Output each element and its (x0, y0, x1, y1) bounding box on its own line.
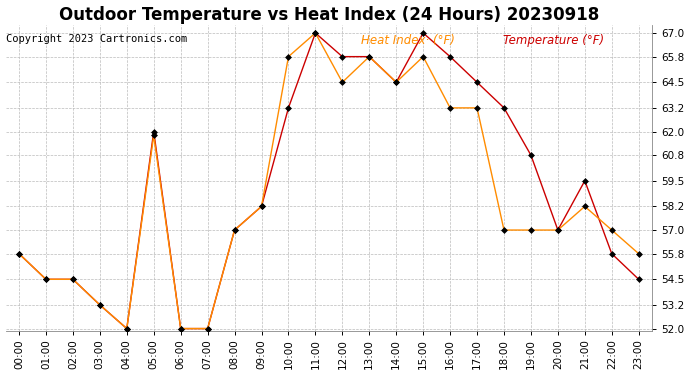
Title: Outdoor Temperature vs Heat Index (24 Hours) 20230918: Outdoor Temperature vs Heat Index (24 Ho… (59, 6, 599, 24)
Text: Heat Index· (°F): Heat Index· (°F) (361, 34, 455, 47)
Text: Temperature (°F): Temperature (°F) (504, 34, 604, 47)
Text: Copyright 2023 Cartronics.com: Copyright 2023 Cartronics.com (6, 34, 188, 44)
